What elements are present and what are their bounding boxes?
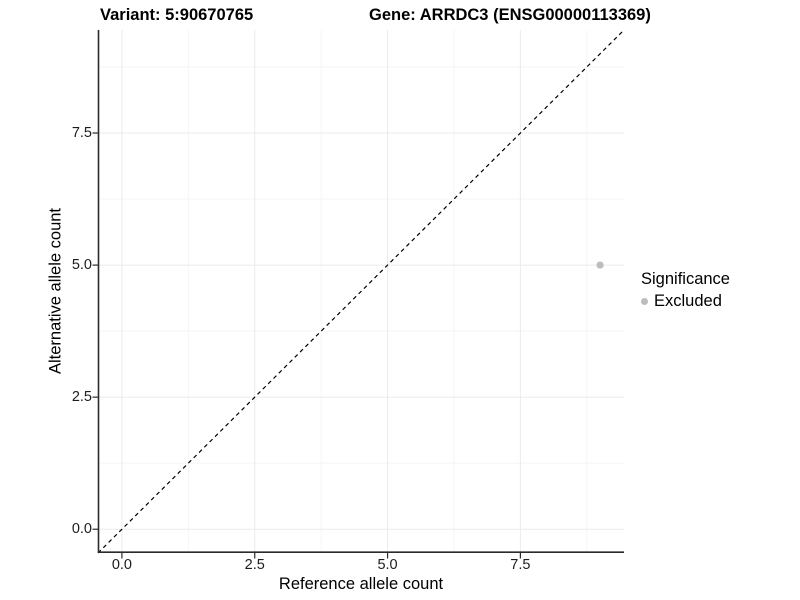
x-tick-label: 0.0 (111, 557, 132, 573)
legend-title: Significance (641, 270, 730, 288)
legend: Significance Excluded (641, 270, 730, 311)
x-tick-label: 5.0 (377, 557, 398, 573)
y-tick-label: 5.0 (71, 257, 92, 274)
plot-panel (92, 29, 625, 559)
legend-items: Excluded (641, 292, 730, 311)
x-tick-label: 7.5 (510, 557, 531, 573)
y-tick-label: 2.5 (71, 389, 92, 406)
identity-line (97, 29, 625, 554)
x-axis-title: Reference allele count (278, 575, 444, 593)
y-tick-label: 7.5 (71, 125, 92, 141)
x-tick-label: 2.5 (244, 557, 265, 573)
y-tick-label: 0.0 (71, 521, 92, 538)
legend-key-dot (641, 298, 648, 305)
plot-title-variant: Variant: 5:90670765 (100, 6, 254, 24)
legend-item: Excluded (641, 292, 730, 311)
data-point (596, 261, 604, 269)
y-axis-title: Alternative allele count (46, 207, 65, 375)
legend-item-label: Excluded (654, 292, 722, 310)
plot-title-gene: Gene: ARRDC3 (ENSG00000113369) (369, 6, 651, 24)
